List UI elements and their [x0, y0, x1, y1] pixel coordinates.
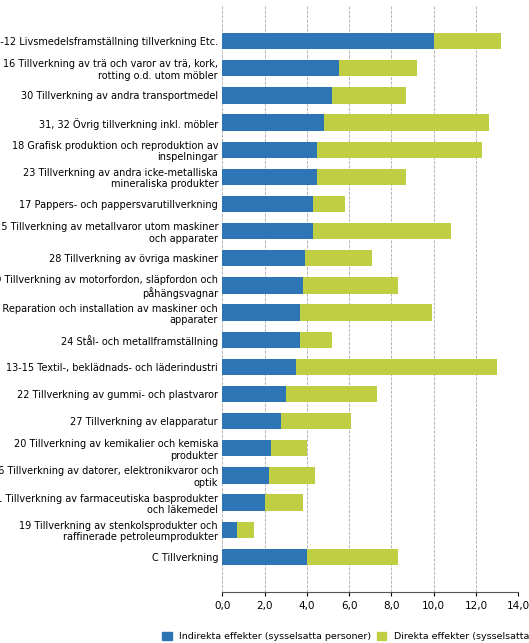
Bar [296, 359, 497, 375]
Bar [281, 413, 351, 430]
Bar [222, 87, 332, 104]
Bar [222, 33, 434, 50]
Bar [324, 114, 489, 131]
Bar [222, 277, 303, 294]
Bar [303, 277, 398, 294]
Bar [222, 114, 324, 131]
Bar [339, 60, 417, 77]
Bar [286, 386, 377, 402]
Bar [307, 548, 398, 565]
Bar [305, 250, 372, 266]
Bar [332, 87, 406, 104]
Bar [222, 332, 300, 348]
Bar [317, 141, 482, 158]
Bar [300, 332, 332, 348]
Bar [222, 521, 237, 538]
Bar [222, 168, 317, 185]
Bar [222, 386, 286, 402]
Bar [222, 304, 300, 321]
Bar [222, 494, 264, 511]
Bar [222, 548, 307, 565]
Legend: Indirekta effekter (sysselsatta personer), Direkta effekter (sysselsatta persone: Indirekta effekter (sysselsatta personer… [158, 628, 529, 643]
Bar [222, 359, 296, 375]
Bar [222, 223, 313, 239]
Bar [237, 521, 254, 538]
Bar [434, 33, 501, 50]
Bar [222, 196, 313, 212]
Bar [269, 467, 315, 484]
Bar [300, 304, 432, 321]
Bar [313, 223, 451, 239]
Bar [313, 196, 345, 212]
Bar [222, 60, 339, 77]
Bar [222, 250, 305, 266]
Bar [222, 467, 269, 484]
Bar [264, 494, 303, 511]
Bar [271, 440, 307, 457]
Bar [222, 413, 281, 430]
Bar [317, 168, 406, 185]
Bar [222, 440, 271, 457]
Bar [222, 141, 317, 158]
